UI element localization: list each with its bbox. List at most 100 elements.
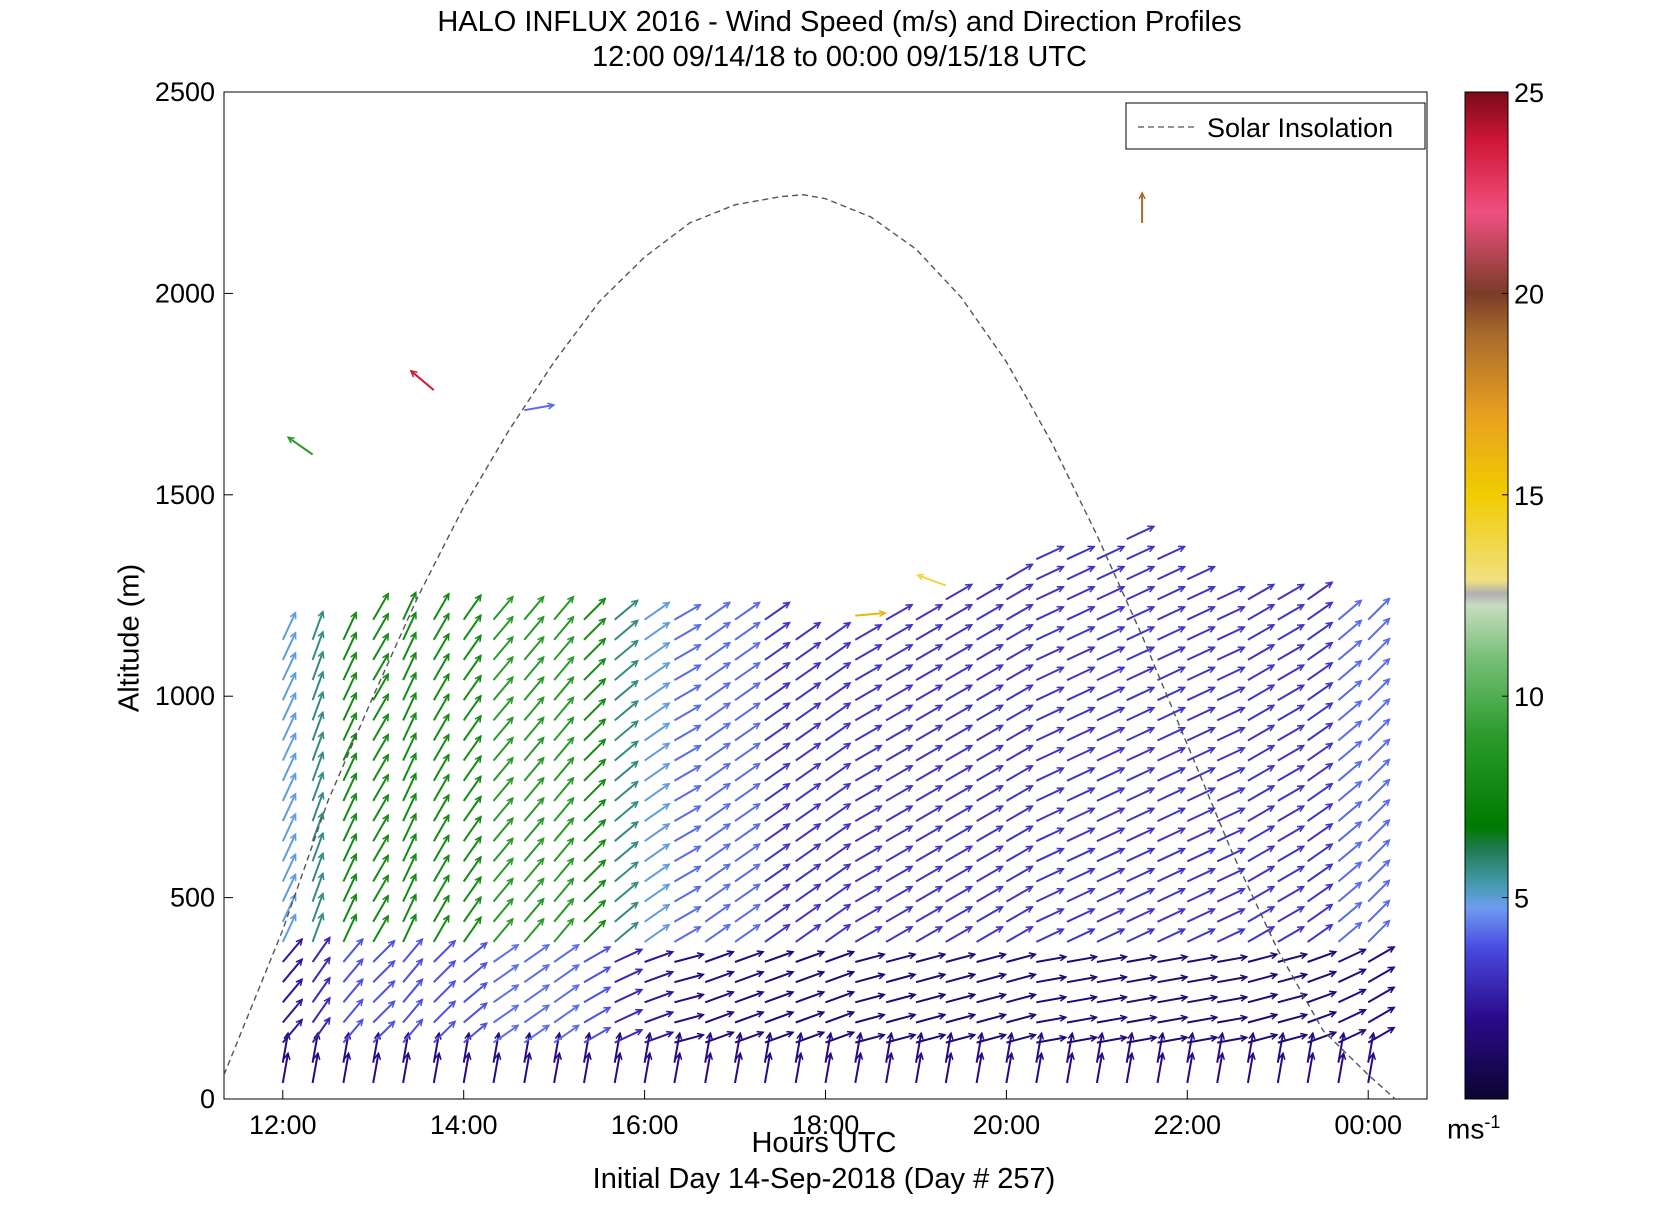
wind-vector — [734, 1031, 743, 1063]
vector-head — [537, 756, 545, 765]
vector-shaft — [372, 895, 390, 923]
vector-head — [566, 857, 575, 866]
wind-vector — [976, 805, 1004, 822]
wind-vector — [1337, 760, 1363, 782]
vector-shaft — [673, 724, 701, 742]
vector-head — [1329, 1030, 1338, 1038]
vector-shaft — [945, 1013, 976, 1024]
vector-shaft — [945, 865, 973, 883]
vector-shaft — [885, 865, 913, 883]
vector-shaft — [1337, 619, 1362, 641]
vector-head — [662, 863, 671, 871]
vector-head — [1358, 988, 1368, 996]
vector-head — [1147, 827, 1156, 835]
vector-head — [1180, 1014, 1189, 1022]
vector-shaft — [311, 611, 324, 641]
vector-shaft — [583, 1053, 591, 1084]
vector-shaft — [825, 950, 855, 963]
vector-shaft — [1367, 658, 1391, 681]
vector-head — [1119, 974, 1129, 982]
vector-shaft — [1216, 767, 1245, 782]
vector-head — [1207, 888, 1217, 895]
wind-vector — [1066, 1031, 1075, 1063]
vector-shaft — [281, 652, 297, 681]
vector-head — [693, 825, 702, 833]
vector-shaft — [1277, 905, 1305, 923]
wind-vector — [673, 885, 702, 903]
vector-head — [511, 964, 520, 972]
wind-vector — [915, 744, 944, 762]
vector-shaft — [854, 764, 882, 782]
vector-shaft — [553, 656, 575, 681]
vector-shaft — [1035, 787, 1064, 802]
vector-shaft — [1216, 585, 1245, 601]
vector-head — [843, 762, 852, 770]
vector-shaft — [1006, 993, 1036, 1004]
wind-vector — [553, 655, 575, 681]
vector-shaft — [643, 1053, 651, 1084]
vector-shaft — [976, 583, 1004, 601]
vector-head — [908, 1012, 917, 1020]
wind-vector — [583, 879, 607, 903]
vector-head — [1296, 704, 1306, 712]
wind-vector — [1096, 666, 1126, 682]
wind-vector — [976, 845, 1004, 863]
vector-shaft — [342, 998, 364, 1024]
vector-shaft — [764, 843, 791, 863]
wind-vector — [1096, 887, 1126, 903]
wind-vector — [885, 926, 914, 943]
vector-shaft — [976, 993, 1006, 1004]
vector-head — [1237, 787, 1246, 794]
vector-head — [662, 601, 671, 609]
vector-head — [1387, 986, 1396, 994]
vector-shaft — [1006, 1033, 1036, 1044]
wind-vector — [976, 764, 1004, 782]
vector-shaft — [553, 737, 575, 762]
vector-head — [935, 623, 944, 631]
vector-shaft — [342, 813, 358, 842]
wind-vector — [764, 802, 791, 822]
wind-vector — [734, 661, 761, 681]
wind-vector — [553, 877, 575, 903]
wind-vector — [915, 972, 947, 984]
vector-shaft — [1307, 1011, 1337, 1024]
wind-vector — [854, 865, 883, 883]
vector-head — [631, 921, 639, 930]
vector-shaft — [764, 662, 791, 681]
wind-vector — [1277, 704, 1306, 722]
vector-head — [1267, 623, 1276, 631]
vector-head — [289, 651, 297, 660]
wind-vector — [734, 823, 761, 843]
vector-head — [442, 733, 450, 742]
wind-vector — [915, 952, 947, 963]
wind-vector — [764, 601, 791, 621]
wind-vector — [1277, 972, 1309, 984]
wind-vector — [1247, 885, 1276, 903]
vector-shaft — [1247, 603, 1275, 621]
wind-vector — [1277, 1032, 1309, 1044]
vector-shaft — [915, 1013, 946, 1024]
vector-head — [566, 897, 575, 906]
vector-head — [662, 722, 671, 730]
vector-shaft — [462, 735, 482, 762]
vector-head — [935, 825, 944, 833]
wind-vector — [311, 871, 325, 902]
wind-vector — [402, 671, 417, 701]
vector-shaft — [824, 863, 851, 883]
vector-head — [1267, 845, 1276, 853]
vector-shaft — [1035, 767, 1064, 782]
wind-vector — [1035, 867, 1065, 883]
vector-shaft — [1307, 742, 1333, 762]
vector-head — [1025, 684, 1034, 692]
wind-vector — [855, 1032, 886, 1044]
vector-shaft — [885, 1033, 893, 1063]
wind-vector — [1066, 827, 1096, 843]
wind-vector — [402, 812, 417, 842]
vector-head — [1329, 1010, 1338, 1018]
wind-vector — [1036, 954, 1068, 963]
vector-head — [756, 1010, 765, 1018]
vector-shaft — [795, 702, 821, 722]
vector-head — [571, 984, 581, 992]
vector-head — [410, 812, 417, 821]
